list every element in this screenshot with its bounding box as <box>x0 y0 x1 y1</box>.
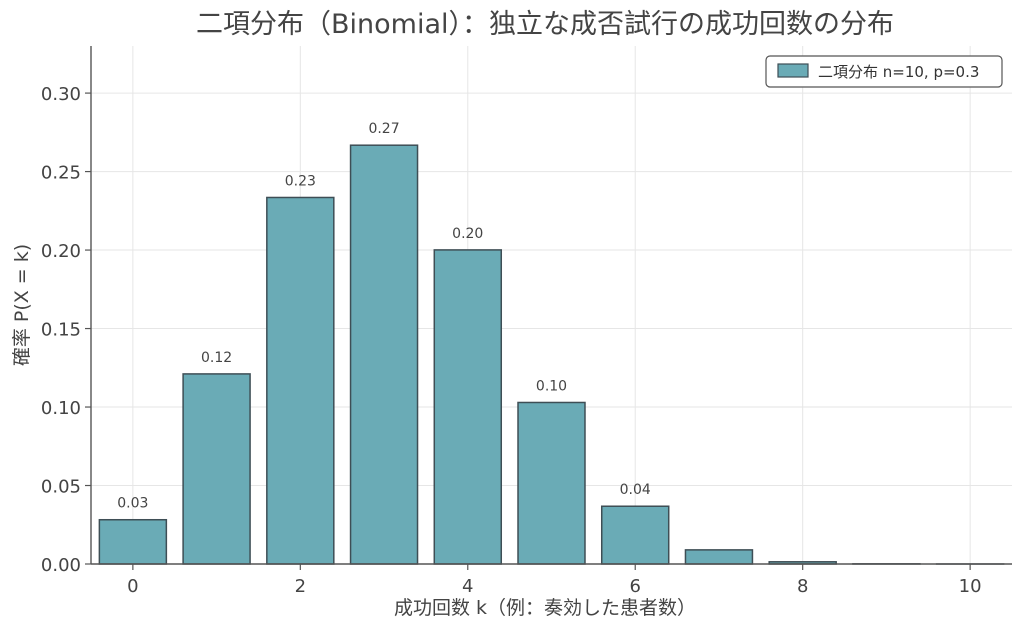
x-tick-label: 0 <box>127 576 138 597</box>
y-tick-label: 0.00 <box>41 555 81 576</box>
data-label-k3: 0.27 <box>368 121 399 137</box>
bar-k0 <box>98 518 168 565</box>
y-tick-label: 0.10 <box>41 398 81 419</box>
bar-k6 <box>600 505 670 565</box>
bar-k7 <box>684 549 754 565</box>
data-labels: 0.03 0.12 0.23 0.27 0.20 0.10 0.04 <box>117 121 651 512</box>
x-tick-label: 8 <box>797 576 808 597</box>
bar-k2 <box>266 196 335 565</box>
y-tick-label: 0.15 <box>41 320 81 341</box>
bars <box>98 144 1005 565</box>
x-tick-label: 10 <box>959 576 982 597</box>
bar-k5 <box>517 401 586 565</box>
legend-box <box>765 55 1003 88</box>
bar-k3 <box>349 144 419 565</box>
legend: 二項分布 n=10, p=0.3 <box>765 55 1003 88</box>
axes: 0.00 0.05 0.10 0.15 0.20 0.25 0.30 0 2 4 6 8 10 <box>41 46 1012 597</box>
bar-k1 <box>182 373 251 565</box>
y-axis-label: 確率 P(X = k) <box>11 244 33 366</box>
x-tick-label: 4 <box>462 576 473 597</box>
legend-label: 二項分布 n=10, p=0.3 <box>818 63 979 81</box>
y-tick-label: 0.25 <box>41 163 81 184</box>
y-tick-label: 0.30 <box>41 84 81 105</box>
data-label-k4: 0.20 <box>452 226 483 242</box>
y-tick-label: 0.20 <box>41 241 81 262</box>
data-label-k0: 0.03 <box>117 496 148 512</box>
bar-k4 <box>433 249 503 565</box>
data-label-k1: 0.12 <box>201 350 232 366</box>
data-label-k5: 0.10 <box>536 378 567 394</box>
y-tick-label: 0.05 <box>41 477 81 498</box>
data-label-k6: 0.04 <box>620 482 651 498</box>
legend-swatch <box>777 63 809 78</box>
x-axis-label: 成功回数 k（例：奏効した患者数） <box>394 597 696 619</box>
x-tick-label: 2 <box>295 576 306 597</box>
x-tick-label: 6 <box>630 576 641 597</box>
chart-title: 二項分布（Binomial）：独立な成否試行の成功回数の分布 <box>196 9 894 40</box>
data-label-k2: 0.23 <box>285 173 316 189</box>
